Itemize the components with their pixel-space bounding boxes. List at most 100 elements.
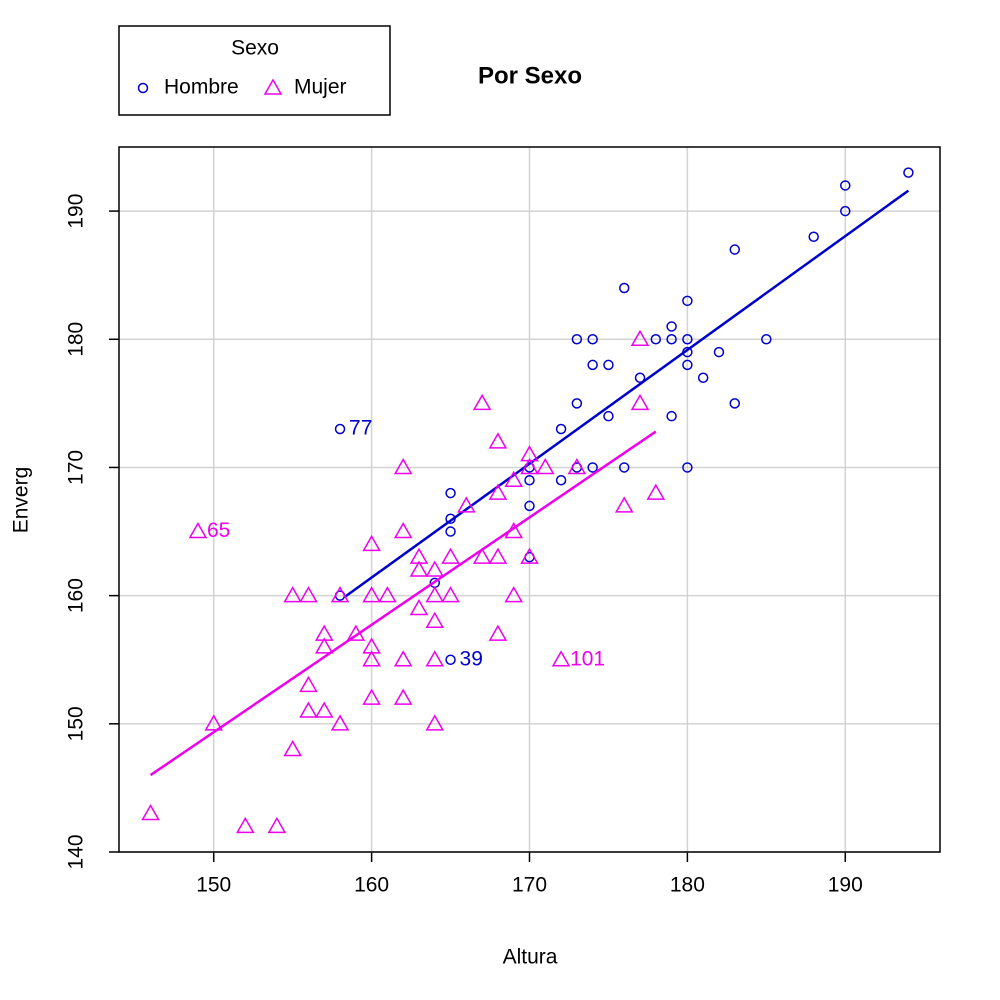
point bbox=[425, 560, 445, 577]
point bbox=[299, 701, 318, 718]
point bbox=[330, 714, 350, 731]
point bbox=[393, 650, 413, 667]
point bbox=[682, 334, 693, 345]
point bbox=[204, 714, 224, 731]
point bbox=[314, 637, 334, 654]
point bbox=[840, 205, 851, 217]
legend-title: Sexo bbox=[231, 37, 279, 60]
x-tick-label: 160 bbox=[354, 874, 389, 897]
point bbox=[330, 586, 350, 603]
point bbox=[362, 650, 381, 667]
point bbox=[713, 346, 725, 358]
point-label: 65 bbox=[207, 519, 230, 542]
point bbox=[650, 334, 662, 345]
point bbox=[808, 231, 819, 242]
point bbox=[551, 650, 571, 667]
point bbox=[682, 462, 693, 473]
point bbox=[393, 457, 413, 475]
point bbox=[524, 475, 535, 486]
point bbox=[840, 180, 851, 191]
point bbox=[425, 611, 445, 629]
point bbox=[334, 423, 346, 435]
point bbox=[267, 816, 287, 834]
point bbox=[393, 688, 413, 705]
point bbox=[299, 675, 318, 693]
point bbox=[362, 586, 381, 603]
point bbox=[729, 398, 740, 409]
point-label: 39 bbox=[460, 647, 483, 670]
point bbox=[603, 359, 614, 371]
point bbox=[283, 739, 302, 757]
point bbox=[488, 624, 508, 641]
x-tick-label: 170 bbox=[512, 874, 547, 897]
x-tick-label: 180 bbox=[670, 874, 705, 897]
x-tick-label: 190 bbox=[828, 874, 863, 897]
point bbox=[314, 701, 334, 718]
point bbox=[618, 282, 630, 294]
point bbox=[587, 462, 598, 473]
legend-marker bbox=[263, 78, 283, 95]
point bbox=[666, 410, 677, 422]
point bbox=[504, 586, 524, 603]
point bbox=[488, 483, 508, 500]
y-tick-label: 190 bbox=[65, 194, 88, 229]
point bbox=[425, 714, 445, 731]
y-tick-label: 180 bbox=[65, 322, 88, 357]
point bbox=[409, 598, 429, 616]
point bbox=[729, 244, 740, 255]
point bbox=[441, 586, 460, 603]
point bbox=[587, 359, 598, 371]
point bbox=[571, 398, 583, 409]
chart-title: Por Sexo bbox=[478, 62, 582, 89]
point bbox=[587, 334, 598, 345]
point bbox=[697, 372, 709, 383]
y-tick-label: 160 bbox=[65, 578, 88, 613]
point bbox=[535, 457, 555, 475]
point bbox=[299, 586, 318, 603]
plot-frame bbox=[118, 146, 941, 853]
point bbox=[646, 483, 666, 500]
point bbox=[634, 372, 646, 383]
y-tick-label: 140 bbox=[65, 834, 88, 869]
point bbox=[445, 654, 456, 665]
point bbox=[520, 457, 539, 475]
point bbox=[445, 526, 456, 537]
point bbox=[425, 586, 445, 603]
point-label: 77 bbox=[349, 417, 372, 440]
y-tick-label: 170 bbox=[65, 450, 88, 485]
legend-label: Hombre bbox=[164, 76, 239, 99]
point bbox=[425, 650, 445, 667]
fit-line bbox=[149, 430, 657, 777]
point bbox=[393, 522, 413, 539]
point bbox=[666, 321, 677, 332]
legend-box bbox=[118, 25, 391, 116]
point bbox=[603, 410, 614, 422]
point bbox=[524, 500, 535, 512]
point bbox=[903, 167, 914, 178]
fit-line bbox=[344, 189, 910, 598]
point bbox=[567, 457, 587, 475]
point bbox=[520, 547, 539, 564]
legend-marker bbox=[137, 82, 149, 94]
point bbox=[761, 334, 772, 345]
point bbox=[472, 547, 492, 564]
point bbox=[472, 393, 492, 411]
point bbox=[441, 547, 460, 564]
point bbox=[630, 329, 650, 347]
point bbox=[141, 804, 160, 821]
point bbox=[488, 432, 508, 449]
y-tick-label: 150 bbox=[65, 706, 88, 741]
point bbox=[378, 586, 397, 603]
point bbox=[445, 487, 456, 499]
x-tick-label: 150 bbox=[196, 874, 231, 897]
y-axis-label: Enverg bbox=[10, 467, 33, 534]
point bbox=[682, 359, 693, 371]
point bbox=[682, 295, 693, 307]
point bbox=[504, 470, 524, 488]
x-axis-label: Altura bbox=[503, 946, 558, 969]
point bbox=[555, 475, 567, 486]
point bbox=[409, 560, 429, 577]
legend-label: Mujer bbox=[294, 76, 347, 99]
